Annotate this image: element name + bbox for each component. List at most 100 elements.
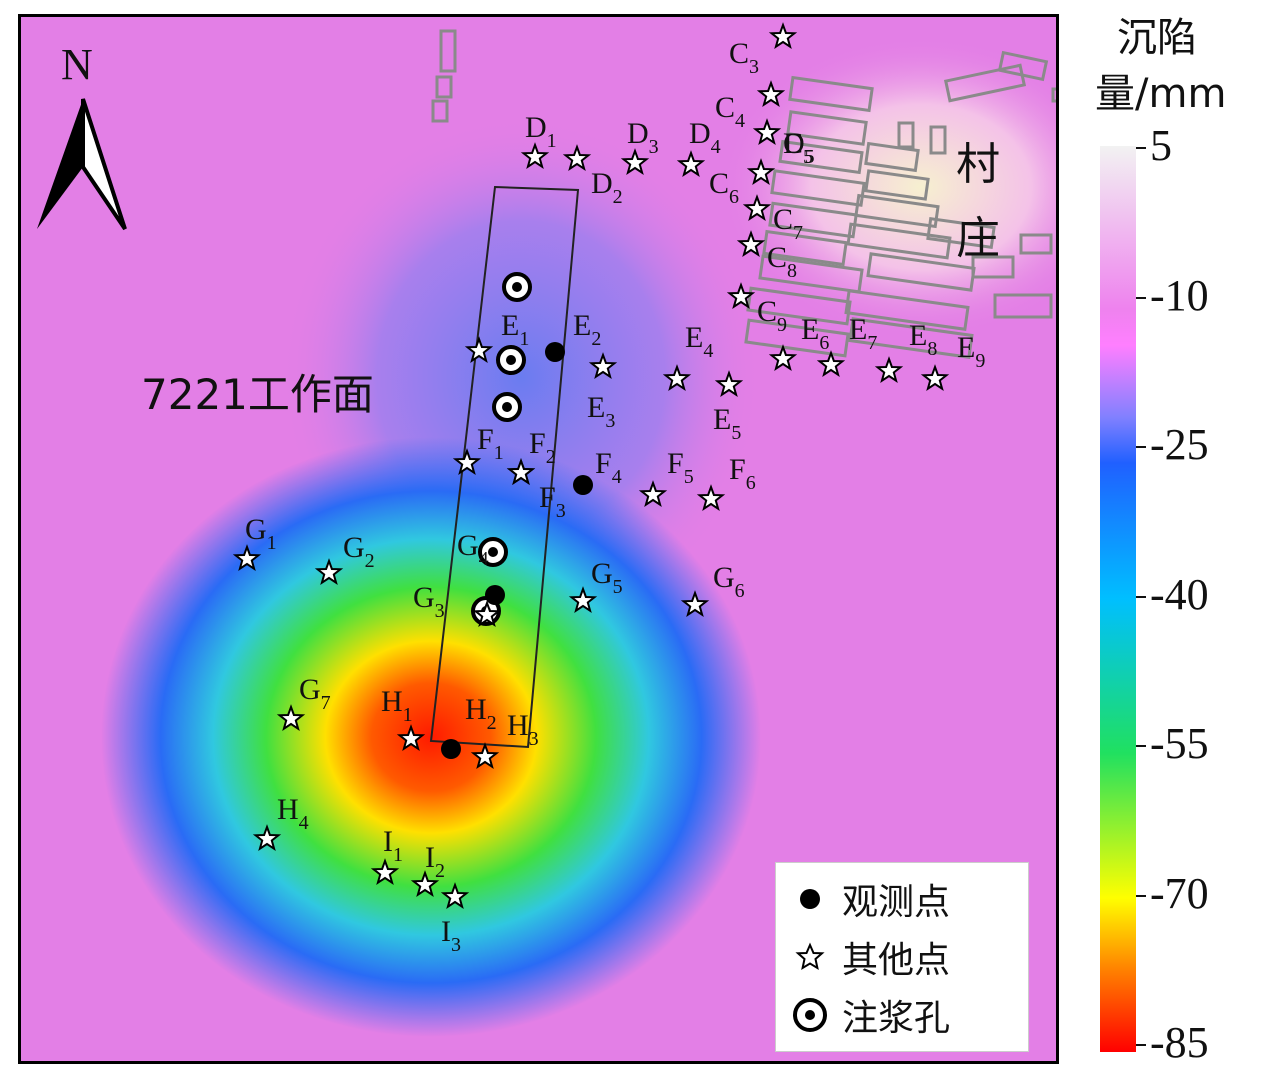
- colorbar-tick-7: [1136, 1044, 1146, 1046]
- building-outline-6: [778, 139, 864, 175]
- point-label-f4: F4: [595, 447, 622, 488]
- colorbar-tick-3: [1136, 446, 1146, 448]
- other-point-f6: [696, 484, 726, 512]
- workface-label: 7221工作面: [141, 370, 374, 419]
- observation-point-f4: [573, 475, 593, 495]
- building-outline-19: [993, 293, 1053, 319]
- other-point-g7: [276, 704, 306, 732]
- other-point-c7: [742, 194, 772, 222]
- other-point-i3: [440, 882, 470, 910]
- other-point-e4: [662, 364, 692, 392]
- other-point-e5: [714, 370, 744, 398]
- point-label-e5: E5: [713, 403, 741, 444]
- legend-observation-label: 观测点: [842, 882, 951, 923]
- other-point-d2: [562, 144, 592, 172]
- point-label-f1: F1: [477, 423, 504, 464]
- building-outline-3: [788, 75, 874, 113]
- point-label-g7: G7: [299, 673, 331, 714]
- colorbar-tick-label-5: -55: [1150, 719, 1209, 768]
- other-point-e6: [768, 344, 798, 372]
- village-label-bottom: 庄: [956, 213, 1000, 264]
- point-label-c8: C8: [767, 241, 797, 282]
- other-point-c3: [768, 22, 798, 50]
- building-outline-16: [971, 255, 1015, 279]
- other-point-g1: [232, 544, 262, 572]
- building-outline-9: [854, 193, 940, 229]
- other-point-e3: [588, 352, 618, 380]
- other-point-g2: [314, 558, 344, 586]
- point-label-f3: F3: [539, 481, 566, 522]
- point-label-i3: I3: [441, 915, 461, 956]
- point-label-d5: D5: [783, 127, 815, 168]
- building-outline-14: [758, 254, 864, 294]
- other-point-h1: [396, 724, 426, 752]
- other-point-g6: [680, 590, 710, 618]
- grout-hole-marker-4: [478, 537, 508, 567]
- legend-row-grout: 注浆孔: [788, 987, 950, 1043]
- colorbar-tick-5: [1136, 745, 1146, 747]
- point-label-g1: G1: [245, 513, 277, 554]
- building-outline-23: [435, 75, 453, 99]
- colorbar-tick-label-3: -25: [1150, 420, 1209, 469]
- colorbar-tick-6: [1136, 894, 1146, 897]
- observation-point-icon: [788, 877, 832, 921]
- other-point-e1: [464, 336, 494, 364]
- grout-hole-marker-3: [492, 392, 522, 422]
- point-label-i1: I1: [383, 825, 403, 866]
- building-outline-2: [997, 50, 1049, 82]
- building-outline-18: [844, 289, 970, 331]
- legend-grout-label: 注浆孔: [842, 998, 951, 1039]
- colorbar-tick-2: [1136, 296, 1146, 299]
- map-legend: 观测点 其他点 注浆孔: [775, 862, 1029, 1052]
- building-outline-25: [897, 121, 915, 149]
- point-label-f6: F6: [729, 453, 756, 494]
- point-label-h3: H3: [507, 709, 539, 750]
- building-outline-11: [846, 222, 952, 260]
- building-outline-28: [1051, 87, 1056, 103]
- other-point-f3: [506, 458, 536, 486]
- building-outline-26: [929, 125, 947, 155]
- other-point-h3: [470, 742, 500, 770]
- workface-outline: [429, 185, 580, 749]
- other-point-e7: [816, 350, 846, 378]
- other-point-c9: [726, 282, 756, 310]
- building-outline-15: [866, 252, 976, 292]
- building-outline-20: [744, 318, 850, 358]
- point-label-d4: D4: [689, 117, 721, 158]
- grout-hole-marker-2: [496, 345, 526, 375]
- other-point-c5: [752, 118, 782, 146]
- village-buildings: [431, 29, 1056, 359]
- other-point-i1: [370, 858, 400, 886]
- colorbar: [1100, 146, 1136, 1052]
- point-label-e9: E9: [957, 331, 985, 372]
- point-label-g2: G2: [343, 531, 375, 572]
- other-point-c4: [756, 80, 786, 108]
- other-point-d4: [676, 150, 706, 178]
- colorbar-tick-1: [1136, 147, 1146, 149]
- colorbar-tick-label-2: -10: [1150, 270, 1209, 320]
- building-outline-5: [864, 141, 920, 173]
- building-outline-13: [926, 216, 996, 250]
- observation-point-g4: [485, 585, 505, 605]
- grout-hole-icon: [788, 993, 832, 1037]
- other-point-h4: [252, 824, 282, 852]
- other-point-e8: [874, 356, 904, 384]
- other-point-f5: [638, 480, 668, 508]
- point-label-c3: C3: [729, 37, 759, 78]
- point-label-c4: C4: [715, 91, 745, 132]
- other-point-c6: [746, 158, 776, 186]
- building-outline-21: [848, 317, 974, 359]
- legend-row-other: 其他点: [788, 929, 950, 985]
- grout-hole-marker-1: [502, 272, 532, 302]
- building-outline-4: [786, 110, 868, 146]
- other-point-g3: [472, 600, 502, 628]
- colorbar-title-line1: 沉陷: [1117, 15, 1197, 61]
- other-point-f1: [452, 448, 482, 476]
- point-label-e2: E2: [573, 309, 601, 350]
- north-label: N: [61, 40, 93, 89]
- colorbar-tick-label-1: 5: [1150, 121, 1172, 170]
- village-label-top: 村: [956, 139, 1000, 190]
- other-point-g5: [568, 586, 598, 614]
- colorbar-title-line2: 量/mm: [1095, 71, 1227, 117]
- legend-row-observation: 观测点: [788, 871, 950, 927]
